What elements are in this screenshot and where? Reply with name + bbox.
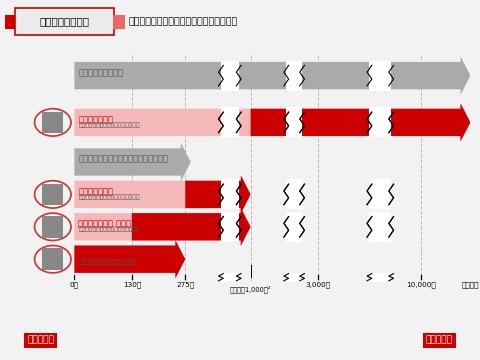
- Text: パッケージ型自動消火設備＾海岩型＿: パッケージ型自動消火設備＾海岩型＿: [78, 122, 140, 128]
- Text: スプリネックス: スプリネックス: [78, 115, 113, 124]
- FancyArrow shape: [74, 240, 185, 278]
- Bar: [370, 60, 391, 91]
- Text: 130㎡: 130㎡: [123, 282, 141, 288]
- Text: 10,000㎡: 10,000㎡: [406, 282, 436, 288]
- Bar: [221, 179, 239, 210]
- Text: 大規模施設: 大規模施設: [426, 336, 453, 345]
- Text: パッケージ型自動消火設備＾標準型＿: パッケージ型自動消火設備＾標準型＿: [78, 194, 140, 200]
- FancyArrow shape: [74, 57, 470, 95]
- Bar: [221, 107, 239, 138]
- Text: 特定施設水道連結型スプリンクラー設備: 特定施設水道連結型スプリンクラー設備: [78, 154, 168, 163]
- Text: スプリネックス: スプリネックス: [78, 187, 113, 196]
- FancyArrow shape: [74, 143, 191, 181]
- Text: スプリネックス ミニ: スプリネックス ミニ: [78, 252, 126, 261]
- Text: 0㎡: 0㎡: [70, 282, 79, 288]
- Bar: [221, 212, 239, 242]
- Text: パッケージ型自動消火設備＾小型＿: パッケージ型自動消火設備＾小型＿: [78, 259, 136, 265]
- Bar: [370, 212, 391, 242]
- Bar: [286, 107, 302, 138]
- FancyArrow shape: [251, 103, 470, 141]
- Bar: [286, 107, 302, 138]
- Bar: [370, 179, 391, 210]
- Text: 延べ面積: 延べ面積: [462, 282, 479, 288]
- FancyArrow shape: [74, 175, 251, 213]
- Text: パッケージ型自動消火設備＾標準型＿: パッケージ型自動消火設備＾標準型＿: [78, 227, 140, 233]
- Bar: [286, 179, 302, 210]
- Bar: [370, 179, 391, 210]
- Bar: [221, 107, 239, 138]
- Text: 3,000㎡: 3,000㎡: [305, 282, 331, 288]
- Bar: [286, 212, 302, 242]
- FancyArrow shape: [74, 103, 470, 141]
- Bar: [370, 273, 391, 282]
- Bar: [221, 179, 239, 210]
- Text: 小規模施設: 小規模施設: [27, 336, 54, 345]
- Bar: [286, 212, 302, 242]
- Text: 275㎡: 275㎡: [176, 282, 194, 288]
- Bar: [221, 212, 239, 242]
- Bar: [221, 60, 239, 91]
- FancyArrow shape: [74, 208, 251, 246]
- FancyArrow shape: [132, 208, 251, 246]
- Text: 設置面積イメージ: 設置面積イメージ: [40, 17, 90, 27]
- Bar: [370, 212, 391, 242]
- Text: スプリネックス ミドル: スプリネックス ミドル: [78, 219, 131, 228]
- Bar: [370, 107, 391, 138]
- Text: スプリンクラー設備: スプリンクラー設備: [78, 68, 123, 77]
- Bar: [286, 273, 302, 282]
- Bar: [221, 273, 239, 282]
- FancyArrow shape: [185, 175, 251, 213]
- Bar: [286, 179, 302, 210]
- Text: がそれぞれのおすすめ設置面積範囲です。: がそれぞれのおすすめ設置面積範囲です。: [129, 17, 238, 26]
- Bar: [286, 60, 302, 91]
- Text: 基準面積1,000㎡²: 基準面積1,000㎡²: [230, 285, 271, 293]
- Bar: [370, 107, 391, 138]
- FancyArrow shape: [74, 240, 185, 278]
